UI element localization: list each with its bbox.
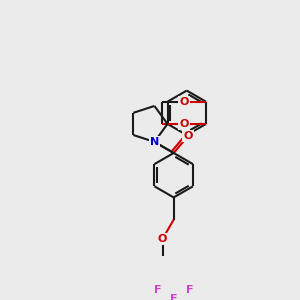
Text: O: O — [179, 97, 188, 107]
Text: F: F — [170, 294, 177, 300]
Text: O: O — [158, 234, 167, 244]
Text: O: O — [179, 119, 188, 129]
Text: F: F — [154, 285, 161, 295]
Text: N: N — [150, 137, 159, 147]
Text: O: O — [183, 131, 193, 141]
Text: F: F — [186, 285, 194, 295]
